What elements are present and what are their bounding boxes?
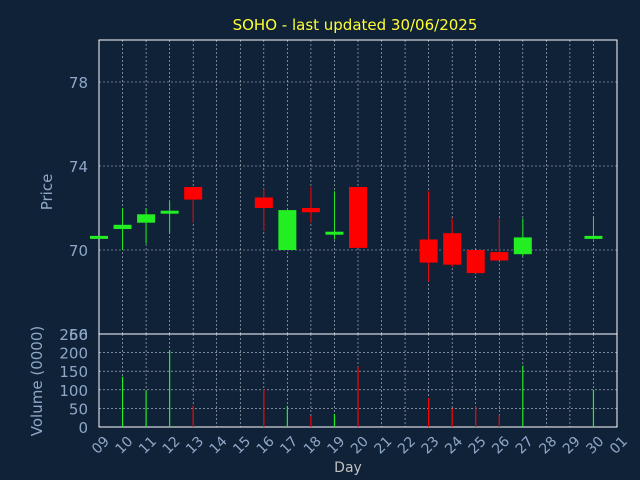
volume-axis-label: Volume (0000): [28, 326, 46, 436]
candle-body: [137, 214, 156, 223]
volume-tick-label: 0: [78, 419, 88, 437]
candle-body: [466, 250, 485, 274]
volume-tick-label: 100: [59, 382, 88, 400]
candle-body: [419, 239, 438, 263]
candle-body: [254, 197, 273, 208]
candle-body: [278, 210, 297, 250]
candle-body: [301, 208, 320, 213]
price-axis-label: Price: [38, 174, 56, 211]
volume-tick-label: 50: [69, 400, 88, 418]
chart-title: SOHO - last updated 30/06/2025: [233, 16, 478, 34]
price-tick-label: 70: [69, 242, 88, 260]
candle-body: [90, 235, 108, 239]
candle-body: [113, 224, 132, 229]
price-panel: 66 70 74 78: [69, 39, 618, 344]
price-tick-label: 78: [69, 74, 88, 92]
candle-body: [160, 210, 179, 214]
candle-body: [325, 231, 344, 235]
price-tick-label: 66: [69, 326, 88, 344]
candle-body: [443, 233, 462, 265]
volume-tick-label: 250: [59, 326, 88, 344]
x-axis-label: Day: [334, 460, 362, 476]
candle-body: [490, 252, 509, 261]
volume-tick-label: 200: [59, 345, 88, 363]
candle-body: [584, 235, 603, 239]
volume-tick-label: 150: [59, 363, 88, 381]
candle-body: [349, 187, 367, 248]
candle-body: [513, 237, 532, 255]
candle-body: [184, 187, 203, 200]
price-tick-label: 74: [69, 158, 88, 176]
